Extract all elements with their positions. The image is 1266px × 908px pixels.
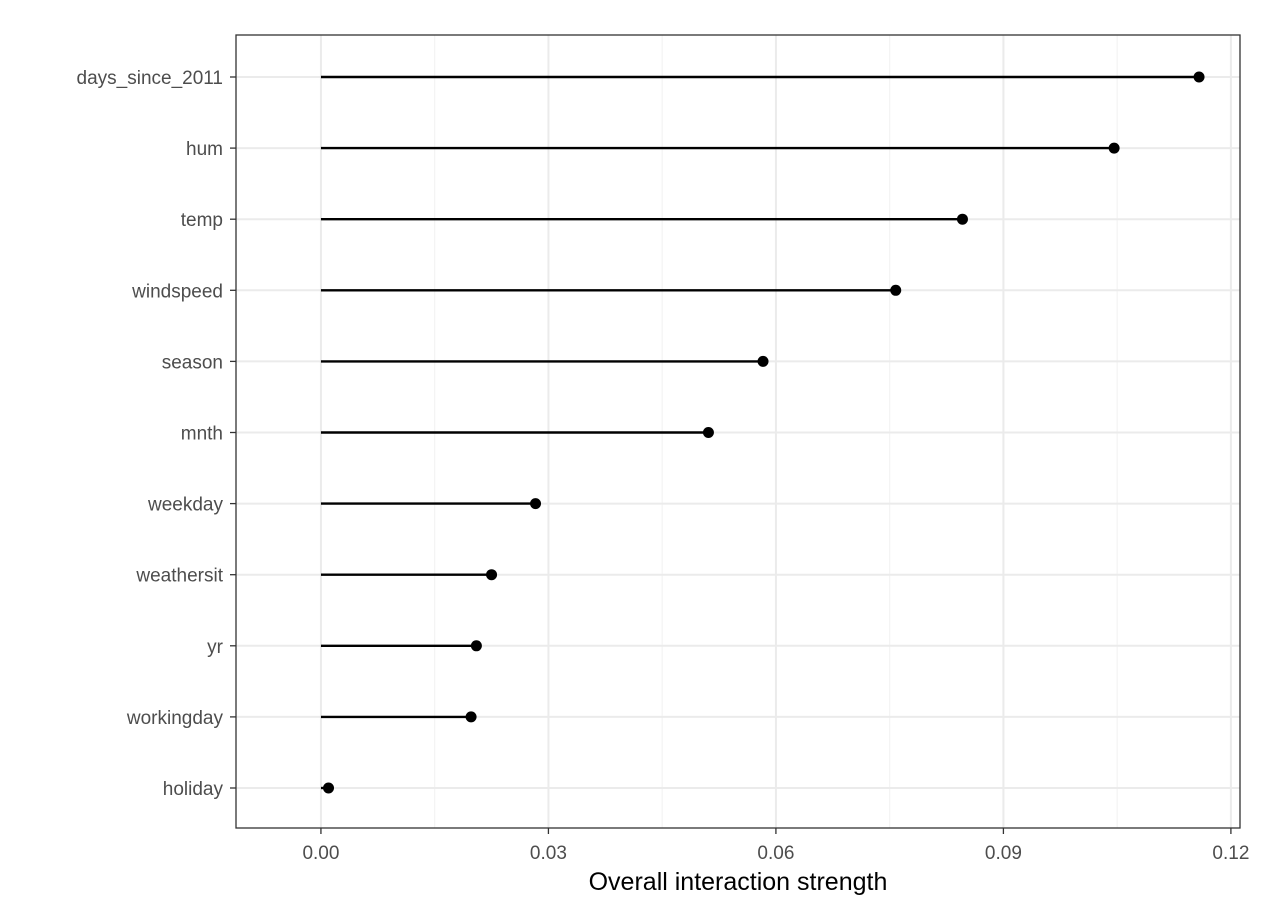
- y-tick-label: weathersit: [135, 566, 223, 587]
- y-tick-label: windspeed: [131, 281, 223, 302]
- lollipop-point-weekday: [530, 498, 542, 510]
- lollipop-point-temp: [956, 213, 968, 225]
- x-tick-label: 0.06: [757, 843, 794, 864]
- lollipop-point-windspeed: [890, 284, 902, 296]
- x-tick-label: 0.00: [302, 843, 339, 864]
- lollipop-point-days_since_2011: [1193, 71, 1205, 83]
- y-tick-label: hum: [186, 139, 223, 160]
- lollipop-point-season: [757, 355, 769, 367]
- lollipop-point-workingday: [465, 711, 477, 723]
- lollipop-point-weathersit: [486, 569, 498, 581]
- y-tick-label: mnth: [181, 424, 223, 445]
- x-axis-title: Overall interaction strength: [589, 868, 888, 896]
- lollipop-point-mnth: [702, 427, 714, 438]
- y-tick-label: weekday: [147, 495, 223, 516]
- y-tick-label: season: [162, 352, 223, 373]
- x-tick-label: 0.09: [985, 843, 1022, 864]
- y-tick-label: days_since_2011: [77, 68, 223, 89]
- lollipop-marks: [320, 71, 1205, 794]
- lollipop-point-hum: [1108, 142, 1120, 154]
- lollipop-point-yr: [470, 640, 482, 652]
- y-tick-label: workingday: [126, 708, 224, 729]
- y-tick-label: temp: [181, 210, 223, 231]
- y-tick-label: holiday: [163, 779, 224, 800]
- x-tick-label: 0.12: [1212, 843, 1249, 864]
- x-tick-label: 0.03: [530, 843, 567, 864]
- y-tick-label: yr: [207, 637, 224, 658]
- panel-border: [235, 34, 1241, 829]
- lollipop-point-holiday: [323, 782, 335, 794]
